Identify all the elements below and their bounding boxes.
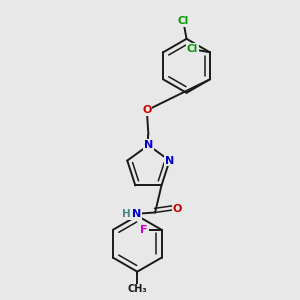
Text: Cl: Cl — [187, 44, 198, 54]
Text: F: F — [140, 225, 148, 235]
Text: CH₃: CH₃ — [128, 284, 147, 294]
Text: N: N — [165, 156, 174, 166]
Text: H: H — [122, 209, 130, 219]
Text: N: N — [144, 140, 153, 150]
Text: O: O — [142, 105, 152, 115]
Text: Cl: Cl — [178, 16, 189, 26]
Text: O: O — [173, 204, 182, 214]
Text: N: N — [132, 209, 141, 219]
Text: H: H — [129, 209, 137, 219]
